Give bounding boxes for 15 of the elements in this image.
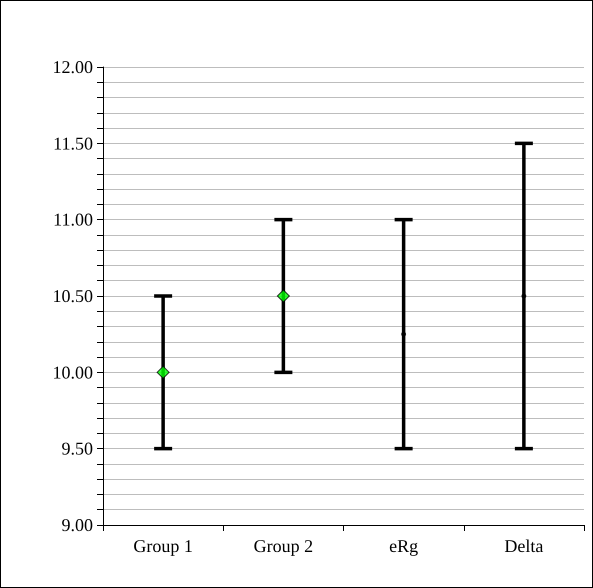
y-tick-label: 12.00: [52, 57, 93, 77]
point: [521, 294, 526, 298]
text: 9.00: [62, 515, 93, 535]
x-tick-label: Delta: [504, 536, 544, 556]
y-tick-label: 9.50: [62, 438, 93, 459]
x-tick-label: Group 1: [133, 536, 193, 556]
point: [401, 332, 406, 337]
y-tick-label: 11.00: [53, 210, 93, 230]
y-tick-label: 10.50: [52, 286, 93, 306]
y-tick-label: 10.00: [52, 362, 93, 382]
point: [156, 366, 170, 379]
x-tick-label: Group 2: [254, 536, 314, 556]
x-tick-label: eRg: [389, 536, 418, 556]
y-tick-label: 11.50: [53, 133, 93, 154]
point: [276, 290, 290, 302]
